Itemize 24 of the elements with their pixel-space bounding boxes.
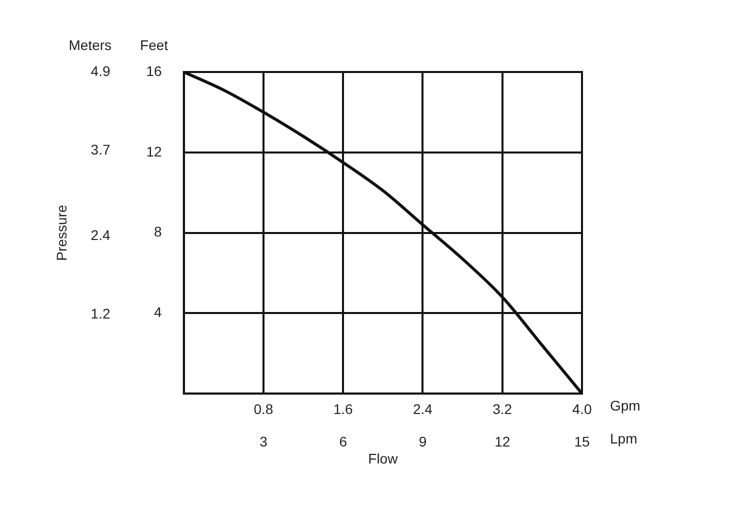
- y2-tick-label: 16: [146, 62, 162, 79]
- text: Feet: [140, 36, 168, 53]
- x2-tick-label: 15: [574, 434, 590, 450]
- x2-tick-label: 12: [494, 434, 510, 450]
- x-tick-label: 3.2: [492, 400, 512, 417]
- x-tick-label: 4.0: [572, 400, 592, 417]
- x-axis-title: Flow: [368, 450, 399, 466]
- x-tick-label: 1.6: [333, 400, 354, 417]
- x2-tick-label: 6: [339, 434, 348, 450]
- x-tick-label: 0.8: [254, 400, 274, 417]
- x-tick-label: 2.4: [413, 400, 433, 417]
- x2-tick-label: 3: [260, 434, 268, 450]
- text: Gpm: [610, 397, 640, 414]
- text: Lpm: [610, 430, 638, 446]
- y-tick-label: 2.4: [90, 226, 110, 243]
- y2-tick-label: 12: [146, 143, 162, 160]
- y2-tick-label: 4: [154, 304, 162, 320]
- text: Meters: [68, 36, 112, 53]
- y2-tick-label: 8: [154, 224, 162, 240]
- y-tick-label: 4.9: [90, 62, 110, 79]
- y-tick-label: 1.2: [90, 306, 110, 322]
- y-axis-title: Pressure: [53, 204, 70, 261]
- y-tick-label: 3.7: [90, 142, 110, 158]
- x2-tick-label: 9: [418, 434, 427, 450]
